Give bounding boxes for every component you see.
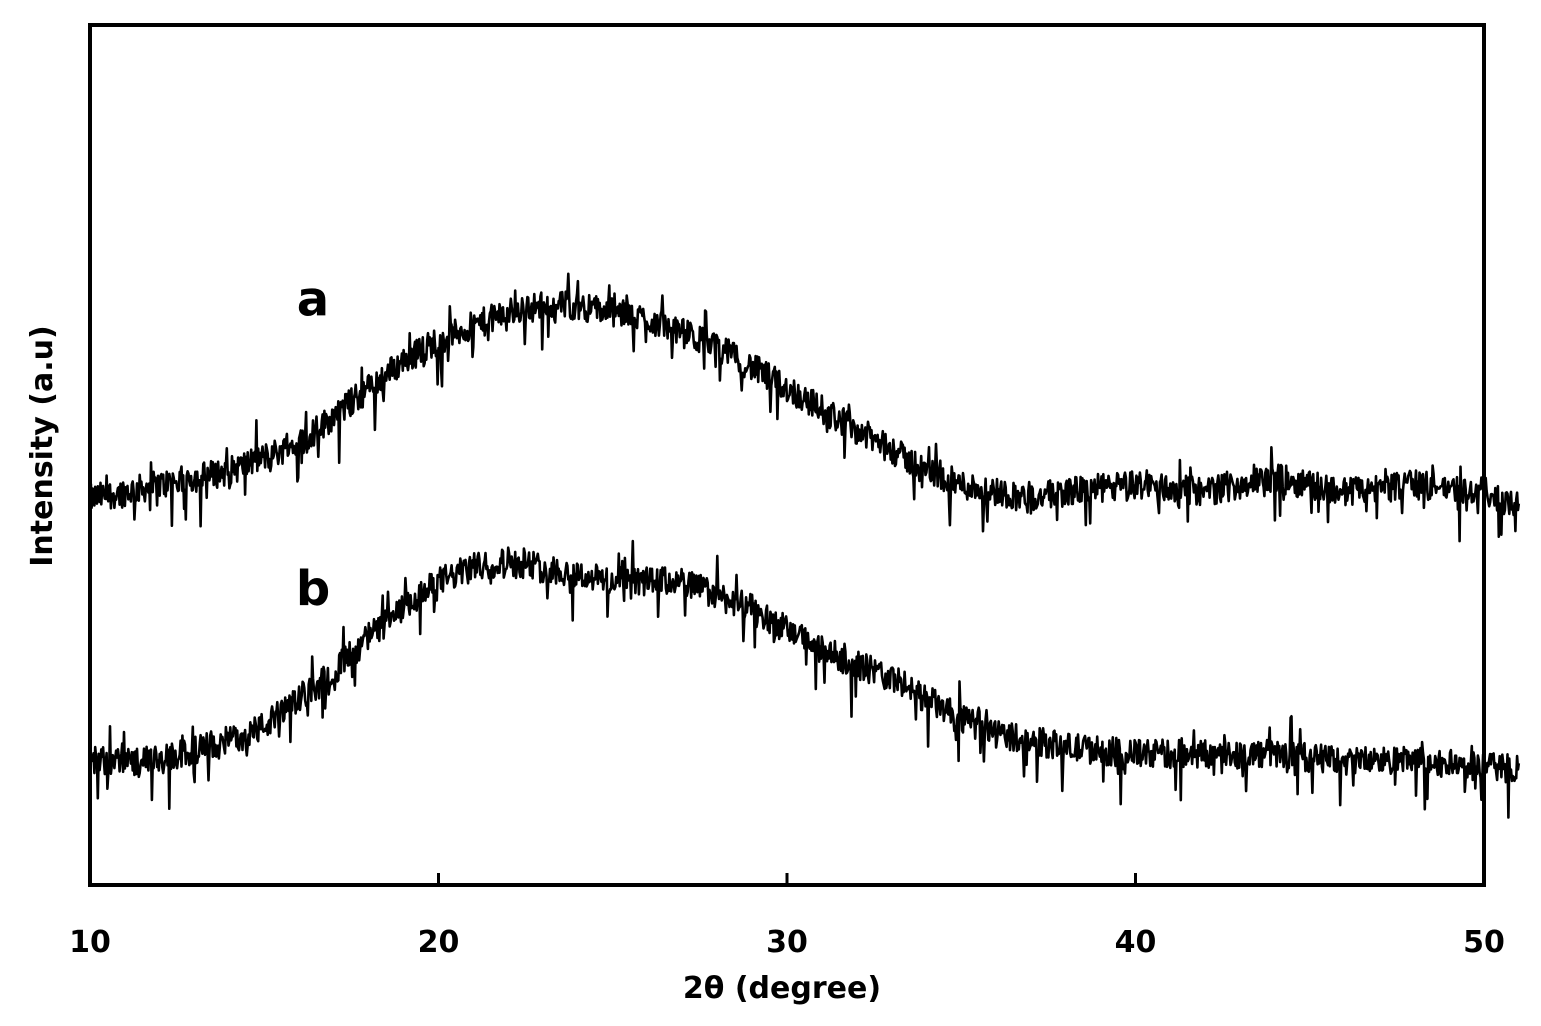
curve-label-b: b bbox=[296, 561, 330, 617]
x-tick-label: 10 bbox=[69, 925, 111, 960]
x-axis-ticks: 10 20 30 40 50 bbox=[69, 873, 1505, 960]
x-tick-label: 30 bbox=[766, 925, 808, 960]
x-tick-label: 50 bbox=[1463, 925, 1505, 960]
y-axis-label: Intensity (a.u) bbox=[25, 325, 60, 566]
series-line-a bbox=[88, 272, 1521, 543]
x-tick-label: 20 bbox=[418, 925, 460, 960]
series-line-b bbox=[88, 539, 1521, 819]
curve-labels: ab bbox=[296, 271, 330, 617]
curve-label-a: a bbox=[297, 271, 329, 327]
x-tick-label: 40 bbox=[1115, 925, 1157, 960]
series-layer bbox=[88, 272, 1521, 819]
x-axis-label: 2θ (degree) bbox=[683, 971, 881, 1006]
